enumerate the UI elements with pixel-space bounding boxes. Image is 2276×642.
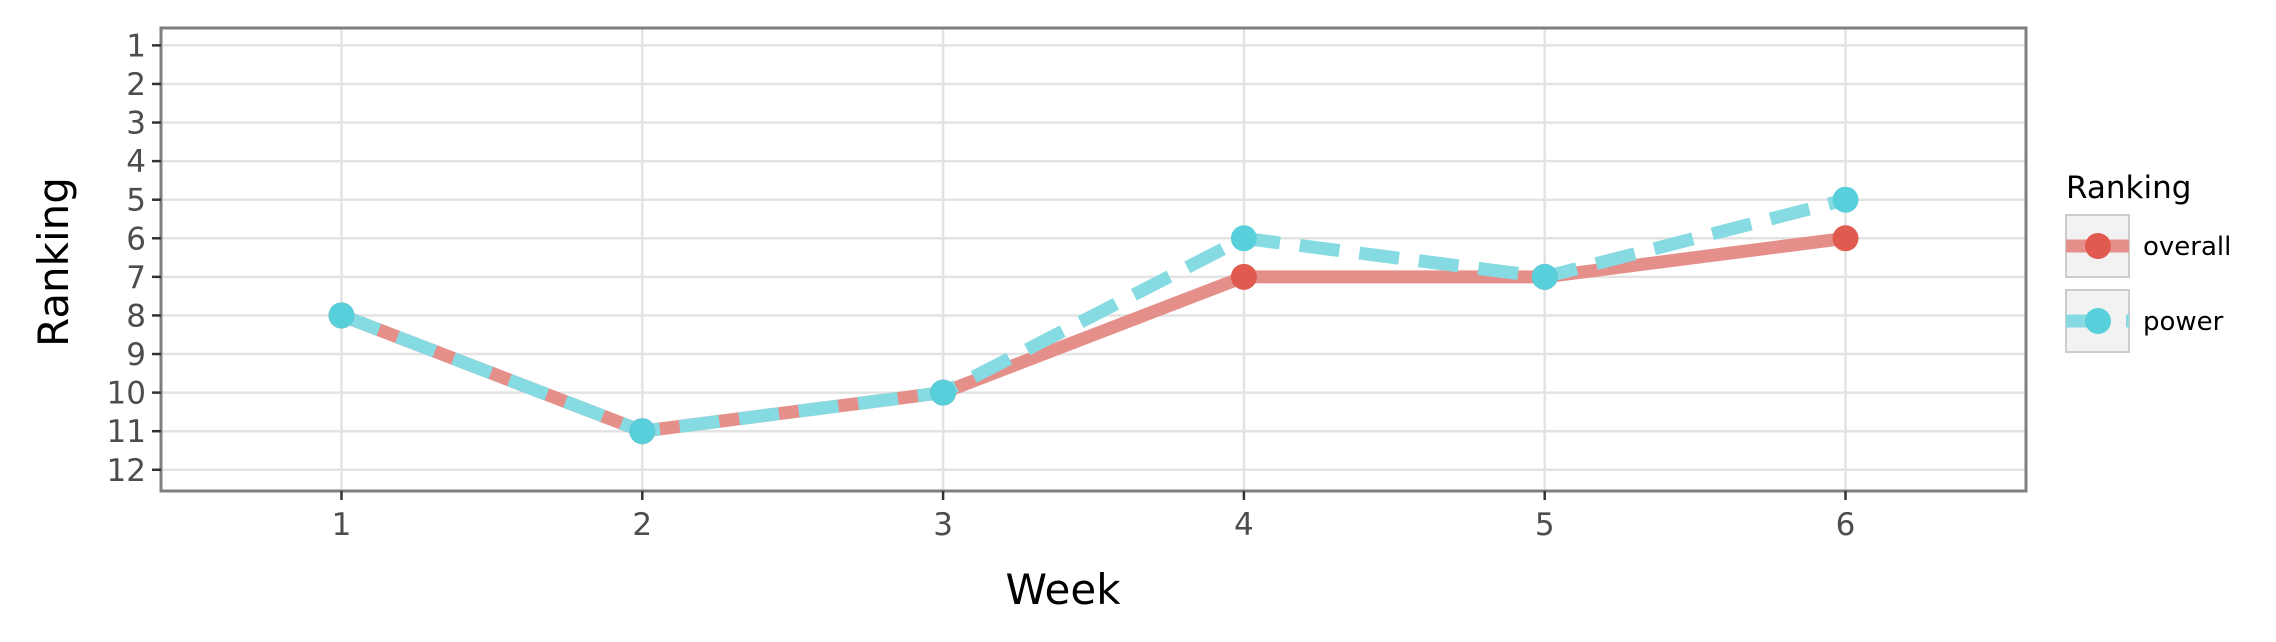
y-tick-label: 5 (126, 183, 146, 219)
y-tick-label: 10 (107, 376, 146, 412)
legend: Ranking overall power (2065, 170, 2231, 353)
x-axis-title: Week (1005, 565, 1121, 614)
data-point-power (1832, 186, 1859, 213)
plot-border (159, 26, 2028, 493)
y-tick-label: 7 (126, 260, 146, 296)
x-tick-label: 6 (1836, 507, 1856, 543)
data-point-power (629, 418, 656, 445)
data-point-power (930, 379, 957, 406)
y-tick-label: 9 (126, 337, 146, 373)
x-tick-label: 3 (933, 507, 953, 543)
legend-point-power (2085, 308, 2111, 334)
x-tick-label: 4 (1234, 507, 1254, 543)
y-tick-label: 11 (107, 414, 146, 450)
data-point-overall (1230, 263, 1257, 290)
legend-point-overall (2085, 233, 2111, 259)
y-axis-title: Ranking (29, 177, 78, 347)
y-tick-label: 6 (126, 221, 146, 257)
y-tick-label: 2 (126, 67, 146, 103)
series-line-power (339, 193, 1848, 438)
x-tick-label: 5 (1535, 507, 1555, 543)
data-point-power (328, 302, 355, 329)
grid (161, 28, 2026, 491)
x-axis: 1 2 3 4 5 6 (332, 491, 1856, 543)
series-lines (339, 193, 1848, 438)
y-tick-label: 12 (107, 453, 146, 489)
legend-title: Ranking (2066, 170, 2191, 206)
data-point-power (1531, 263, 1558, 290)
legend-label-overall: overall (2143, 232, 2231, 262)
x-tick-label: 2 (632, 507, 652, 543)
legend-label-power: power (2143, 307, 2224, 337)
y-tick-label: 1 (126, 28, 146, 64)
y-tick-label: 8 (126, 298, 146, 334)
y-tick-label: 3 (126, 106, 146, 142)
data-point-power (1230, 225, 1257, 252)
data-point-overall (1832, 225, 1859, 252)
series-points (328, 186, 1859, 445)
y-tick-label: 4 (126, 144, 146, 180)
x-tick-label: 1 (332, 507, 352, 543)
